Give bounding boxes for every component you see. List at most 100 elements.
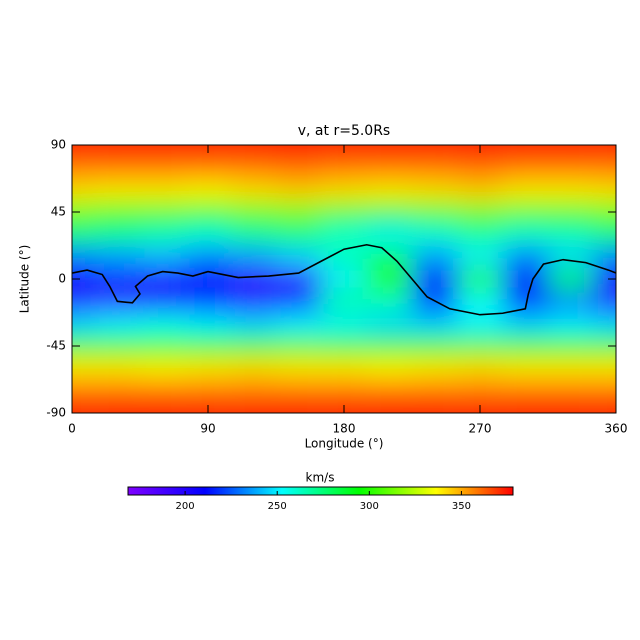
heat-cell bbox=[366, 312, 412, 335]
heat-cell bbox=[502, 312, 548, 335]
heat-cell bbox=[94, 156, 140, 179]
heat-cell bbox=[321, 156, 367, 179]
heat-cell bbox=[321, 267, 367, 291]
heat-cell bbox=[366, 267, 412, 291]
heat-cell bbox=[94, 178, 140, 201]
heat-cell bbox=[548, 178, 594, 201]
heat-cell bbox=[140, 290, 186, 313]
heat-cell bbox=[276, 267, 322, 291]
heat-cell bbox=[72, 401, 95, 413]
heat-cell bbox=[321, 290, 367, 313]
heat-cell bbox=[548, 245, 594, 268]
heat-cell bbox=[276, 312, 322, 335]
heat-cell bbox=[94, 145, 140, 157]
heat-cell bbox=[457, 379, 503, 402]
heat-cell bbox=[276, 156, 322, 179]
x-tick-label: 360 bbox=[605, 422, 628, 436]
heat-cell bbox=[593, 290, 616, 313]
heat-cell bbox=[140, 334, 186, 358]
heat-cell bbox=[276, 200, 322, 224]
heat-cell bbox=[366, 223, 412, 246]
heat-cell bbox=[185, 357, 231, 380]
heat-cell bbox=[457, 267, 503, 291]
heat-cell bbox=[94, 357, 140, 380]
heat-cell bbox=[366, 178, 412, 201]
colorbar-tick-label: 300 bbox=[360, 501, 379, 512]
heat-cell bbox=[593, 267, 616, 291]
heat-cell bbox=[185, 223, 231, 246]
heat-cell bbox=[140, 312, 186, 335]
heat-cell bbox=[502, 245, 548, 268]
heat-cell bbox=[321, 334, 367, 358]
heat-cell bbox=[457, 290, 503, 313]
heat-cell bbox=[502, 145, 548, 157]
y-axis-label: Latitude (°) bbox=[18, 245, 32, 314]
heat-cell bbox=[412, 156, 458, 179]
heat-cell bbox=[94, 379, 140, 402]
heat-cell bbox=[230, 312, 276, 335]
heat-cell bbox=[548, 334, 594, 358]
heat-cell bbox=[457, 178, 503, 201]
heat-cell bbox=[185, 312, 231, 335]
x-tick-label: 90 bbox=[200, 422, 215, 436]
heat-cell bbox=[593, 178, 616, 201]
heat-cell bbox=[548, 156, 594, 179]
heat-cell bbox=[457, 200, 503, 224]
heat-cell bbox=[366, 290, 412, 313]
heat-cell bbox=[502, 267, 548, 291]
heat-cell bbox=[457, 245, 503, 268]
heat-cell bbox=[321, 379, 367, 402]
heat-cell bbox=[502, 401, 548, 413]
chart-title: v, at r=5.0Rs bbox=[298, 123, 390, 139]
heat-cell bbox=[593, 357, 616, 380]
heat-cell bbox=[412, 223, 458, 246]
heat-cell bbox=[502, 200, 548, 224]
heat-cell bbox=[548, 145, 594, 157]
heat-cell bbox=[457, 312, 503, 335]
colorbar bbox=[127, 486, 514, 496]
heat-cell bbox=[366, 401, 412, 413]
heat-cell bbox=[412, 200, 458, 224]
heat-cell bbox=[412, 357, 458, 380]
heat-cell bbox=[366, 145, 412, 157]
heat-cell bbox=[502, 290, 548, 313]
heat-cell bbox=[94, 267, 140, 291]
heat-cell bbox=[230, 223, 276, 246]
colorbar-tick-label: 250 bbox=[268, 501, 287, 512]
heat-cell bbox=[548, 379, 594, 402]
heat-cell bbox=[412, 178, 458, 201]
heat-cell bbox=[72, 223, 95, 246]
heat-cell bbox=[94, 200, 140, 224]
heat-cell bbox=[502, 357, 548, 380]
heat-cell bbox=[140, 357, 186, 380]
colorbar-label: km/s bbox=[306, 471, 335, 485]
heat-cell bbox=[276, 145, 322, 157]
heat-cell bbox=[72, 178, 95, 201]
heat-cell bbox=[276, 178, 322, 201]
y-tick-label: 0 bbox=[58, 272, 66, 286]
heat-cell bbox=[94, 401, 140, 413]
heat-cell bbox=[412, 379, 458, 402]
heat-cell bbox=[502, 334, 548, 358]
neutral-line bbox=[72, 243, 616, 316]
heat-cell bbox=[140, 145, 186, 157]
heat-cell bbox=[457, 357, 503, 380]
colorbar-tick-label: 350 bbox=[452, 501, 471, 512]
heat-cell bbox=[94, 312, 140, 335]
heat-cell bbox=[412, 334, 458, 358]
heat-cell bbox=[276, 223, 322, 246]
heat-cell bbox=[140, 156, 186, 179]
heat-cell bbox=[366, 379, 412, 402]
heat-cell bbox=[548, 290, 594, 313]
heat-cell bbox=[72, 200, 95, 224]
heat-cell bbox=[276, 334, 322, 358]
heat-cell bbox=[593, 245, 616, 268]
heat-cell bbox=[72, 145, 95, 157]
heat-cell bbox=[321, 245, 367, 268]
y-tick-label: 45 bbox=[51, 205, 66, 219]
heat-cell bbox=[502, 178, 548, 201]
heat-cell bbox=[548, 267, 594, 291]
heat-cell bbox=[457, 334, 503, 358]
y-tick-label: 90 bbox=[51, 138, 66, 152]
x-tick-label: 0 bbox=[68, 422, 76, 436]
